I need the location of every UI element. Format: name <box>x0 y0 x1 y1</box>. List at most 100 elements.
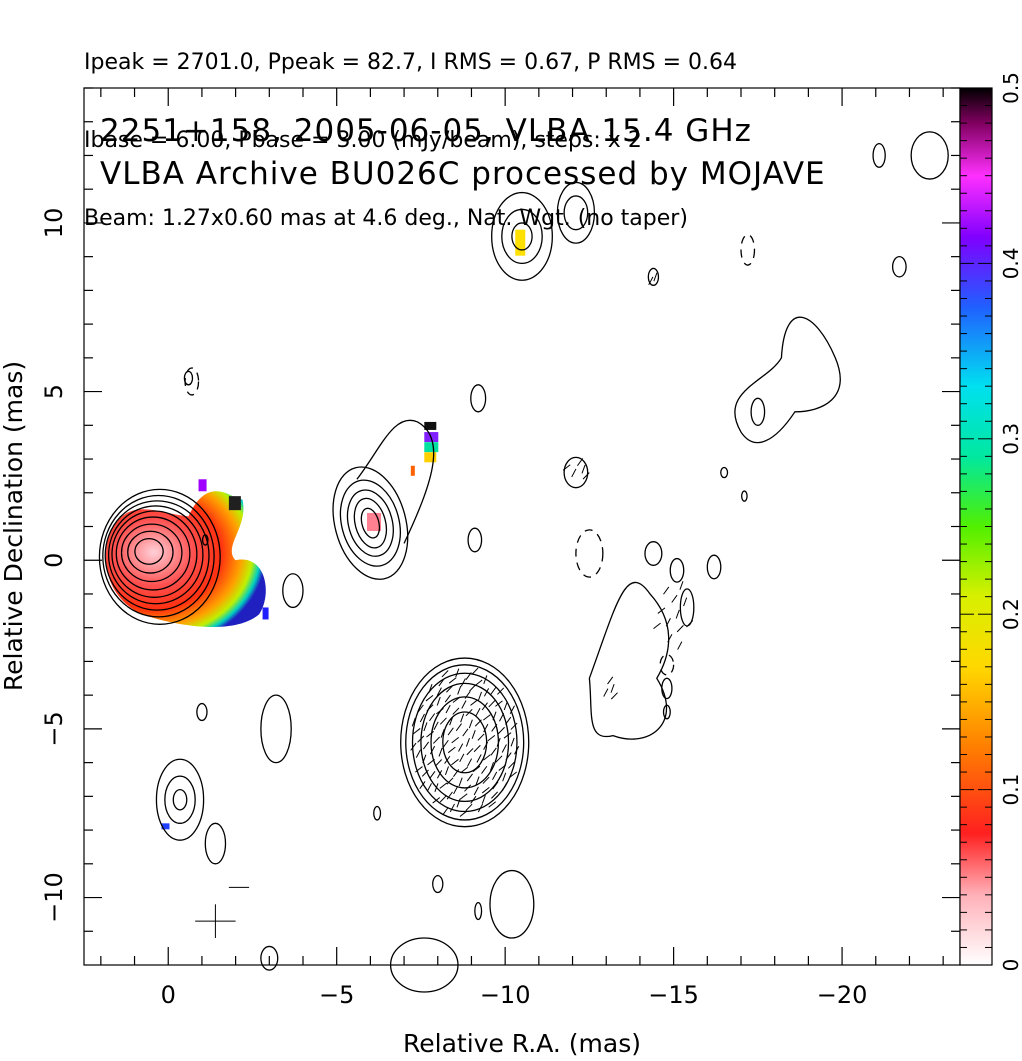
colorbar-ticks <box>960 87 992 966</box>
core-contour <box>104 500 210 611</box>
evpa-tick <box>464 691 471 699</box>
small-contour <box>470 384 487 413</box>
evpa-tick <box>679 581 684 590</box>
evpa-tick <box>433 736 440 744</box>
x-axis-label: Relative R.A. (mas) <box>403 1029 641 1058</box>
small-contour <box>373 805 382 821</box>
southeast-contour <box>155 758 205 841</box>
evpa-tick <box>423 722 428 732</box>
evpa-tick <box>509 771 517 778</box>
colorbar-tick-label: 0 <box>999 959 1022 972</box>
evpa-tick <box>466 758 473 767</box>
evpa-tick <box>676 625 684 633</box>
small-contour <box>872 143 886 168</box>
evpa-vectors <box>195 272 694 939</box>
evpa-tick <box>444 694 451 703</box>
core-high-frac-patch <box>198 479 207 492</box>
evpa-tick <box>492 711 497 721</box>
evpa-tick <box>483 754 491 761</box>
evpa-tick <box>435 759 443 767</box>
evpa-tick <box>469 684 477 692</box>
evpa-tick <box>436 687 442 696</box>
evpa-tick <box>496 737 501 747</box>
evpa-tick <box>657 607 666 614</box>
evpa-tick <box>451 758 459 766</box>
evpa-tick <box>461 700 467 709</box>
small-contour <box>260 694 292 764</box>
evpa-tick <box>497 726 505 735</box>
evpa-tick <box>495 700 503 707</box>
evpa-tick <box>481 765 488 774</box>
small-contour <box>644 541 663 566</box>
evpa-tick <box>447 746 456 754</box>
evpa-tick <box>426 783 432 792</box>
evpa-tick <box>455 723 462 732</box>
core-contour <box>102 494 215 618</box>
evpa-tick <box>653 622 661 630</box>
evpa-tick <box>607 676 614 685</box>
small-contour <box>647 267 660 286</box>
knot2-contour <box>420 682 510 803</box>
evpa-tick <box>439 795 447 803</box>
evpa-tick <box>481 702 488 711</box>
evpa-tick <box>471 667 479 675</box>
x-tick-label: −10 <box>480 981 531 1009</box>
evpa-tick <box>490 686 497 695</box>
evpa-tick <box>459 793 468 800</box>
evpa-tick <box>449 803 455 813</box>
contour-lines <box>98 131 949 993</box>
evpa-tick <box>514 746 520 755</box>
small-contour <box>661 677 673 700</box>
colorbar-tick-label: 0.2 <box>999 598 1022 630</box>
evpa-tick <box>441 670 449 678</box>
evpa-tick <box>665 618 671 627</box>
knot-patch <box>410 465 415 476</box>
evpa-tick <box>472 765 481 773</box>
small-contour <box>196 702 208 722</box>
evpa-tick <box>491 723 498 732</box>
evpa-tick <box>492 781 499 790</box>
evpa-tick <box>495 755 503 763</box>
evpa-tick <box>453 769 460 777</box>
small-contour <box>741 490 748 502</box>
x-tick-label: −5 <box>319 981 354 1009</box>
evpa-tick <box>481 795 486 804</box>
evpa-tick <box>417 735 425 743</box>
evpa-tick <box>677 641 683 650</box>
evpa-tick <box>488 700 496 708</box>
small-contour <box>563 456 589 489</box>
evpa-tick <box>421 769 429 777</box>
evpa-tick <box>428 684 433 693</box>
evpa-tick <box>475 708 481 717</box>
knot1-extension <box>356 419 435 544</box>
colorbar-tick-labels: 0 0.1 0.2 0.3 0.4 0.5 <box>999 72 1022 971</box>
evpa-tick <box>417 704 424 713</box>
evpa-tick <box>422 754 427 764</box>
evpa-tick <box>429 745 436 755</box>
evpa-tick <box>683 597 688 607</box>
evpa-tick <box>419 781 426 790</box>
plot-title-line-2: VLBA Archive BU026C processed by MOJAVE <box>100 156 826 192</box>
evpa-tick <box>483 688 490 697</box>
evpa-tick <box>501 744 507 753</box>
evpa-tick <box>483 714 491 721</box>
core-contour <box>127 530 174 574</box>
evpa-tick <box>422 741 430 750</box>
evpa-tick <box>582 472 590 480</box>
evpa-tick <box>481 787 490 794</box>
colorbar-tick-label: 0.3 <box>999 423 1022 455</box>
evpa-tick <box>470 795 477 804</box>
negative-contour <box>575 529 604 578</box>
evpa-tick <box>505 752 512 761</box>
small-contour <box>706 554 722 580</box>
evpa-tick <box>438 678 445 687</box>
evpa-tick <box>447 727 454 736</box>
evpa-tick <box>671 594 678 603</box>
evpa-tick <box>483 723 489 733</box>
north-contour <box>556 181 596 244</box>
header-line-3: Beam: 1.27x0.60 mas at 4.6 deg., Nat. Wg… <box>84 206 688 231</box>
evpa-tick <box>451 736 460 744</box>
negative-contour <box>740 234 756 266</box>
evpa-tick <box>483 741 489 750</box>
